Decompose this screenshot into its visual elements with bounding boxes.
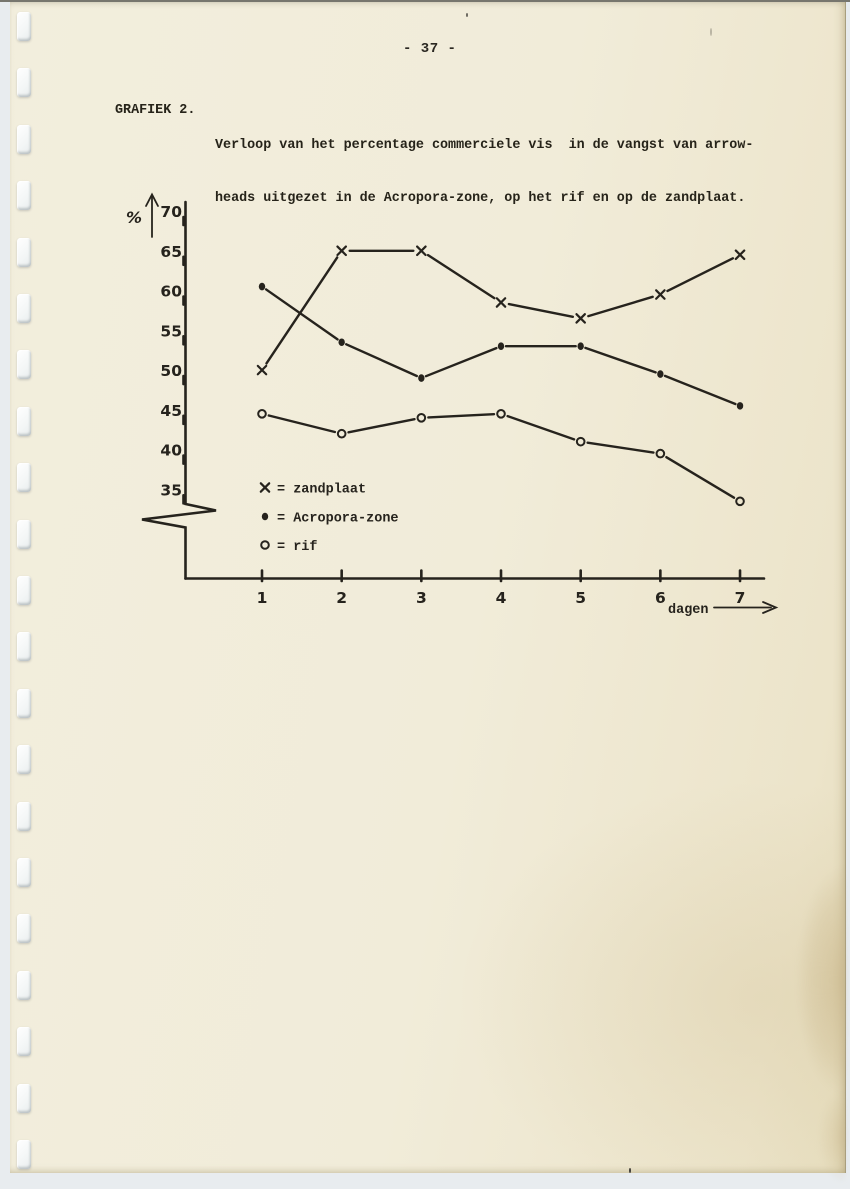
svg-text:= zandplaat: = zandplaat: [277, 483, 366, 498]
binder-hole: [17, 406, 31, 436]
svg-text:65: 65: [160, 243, 182, 261]
svg-text:= Acropora-zone: = Acropora-zone: [277, 512, 399, 527]
binder-hole: [17, 632, 31, 662]
binder-hole: [17, 294, 31, 323]
svg-text:50: 50: [160, 362, 182, 380]
svg-text:70: 70: [160, 203, 182, 221]
binder-hole: [17, 463, 31, 493]
binder-hole: [17, 350, 31, 380]
svg-text:= rif: = rif: [277, 540, 318, 555]
svg-text:7: 7: [735, 589, 746, 607]
caption-line: heads uitgezet in de Acropora-zone, op h…: [215, 190, 746, 206]
svg-text:60: 60: [160, 283, 182, 301]
binder-hole: [17, 124, 31, 154]
caption-text: Verloop van het percentage commerciele v…: [215, 102, 753, 242]
svg-text:40: 40: [160, 442, 182, 460]
svg-text:1: 1: [257, 589, 268, 607]
binder-hole: [17, 181, 31, 211]
page-number: - 37 -: [403, 41, 457, 57]
paper-stain: [805, 1092, 845, 1182]
binder-hole: [17, 12, 31, 41]
ink-speck: [466, 13, 468, 17]
svg-text:55: 55: [160, 322, 182, 340]
binder-hole: [17, 1027, 31, 1057]
binder-hole: [17, 970, 31, 1000]
scanner-edge: [0, 0, 850, 2]
figure-label: GRAFIEK 2.: [115, 103, 196, 118]
binder-hole: [17, 1083, 31, 1113]
binder-hole: [17, 688, 31, 718]
svg-text:4: 4: [496, 589, 507, 607]
paper-stain: [779, 860, 845, 1128]
svg-text:35: 35: [160, 481, 182, 499]
scanned-page: - 37 - GRAFIEK 2. Verloop van het percen…: [10, 2, 846, 1182]
binder-hole: [17, 576, 31, 605]
binder-hole: [17, 745, 31, 775]
svg-text:6: 6: [655, 589, 666, 607]
binder-hole: [17, 858, 31, 887]
binder-hole: [17, 519, 31, 549]
ink-speck: [710, 28, 712, 36]
binder-hole: [17, 914, 31, 944]
binder-hole: [17, 801, 31, 831]
binder-hole: [17, 68, 31, 98]
svg-text:%: %: [126, 208, 142, 227]
svg-text:3: 3: [416, 589, 427, 607]
svg-text:45: 45: [160, 402, 182, 420]
svg-text:2: 2: [336, 589, 347, 607]
binder-hole: [17, 1140, 31, 1169]
svg-text:5: 5: [575, 589, 586, 607]
ink-speck: [629, 1168, 631, 1173]
caption-line: Verloop van het percentage commerciele v…: [215, 138, 754, 153]
binder-hole: [17, 237, 31, 267]
svg-text:dagen: dagen: [668, 603, 709, 618]
